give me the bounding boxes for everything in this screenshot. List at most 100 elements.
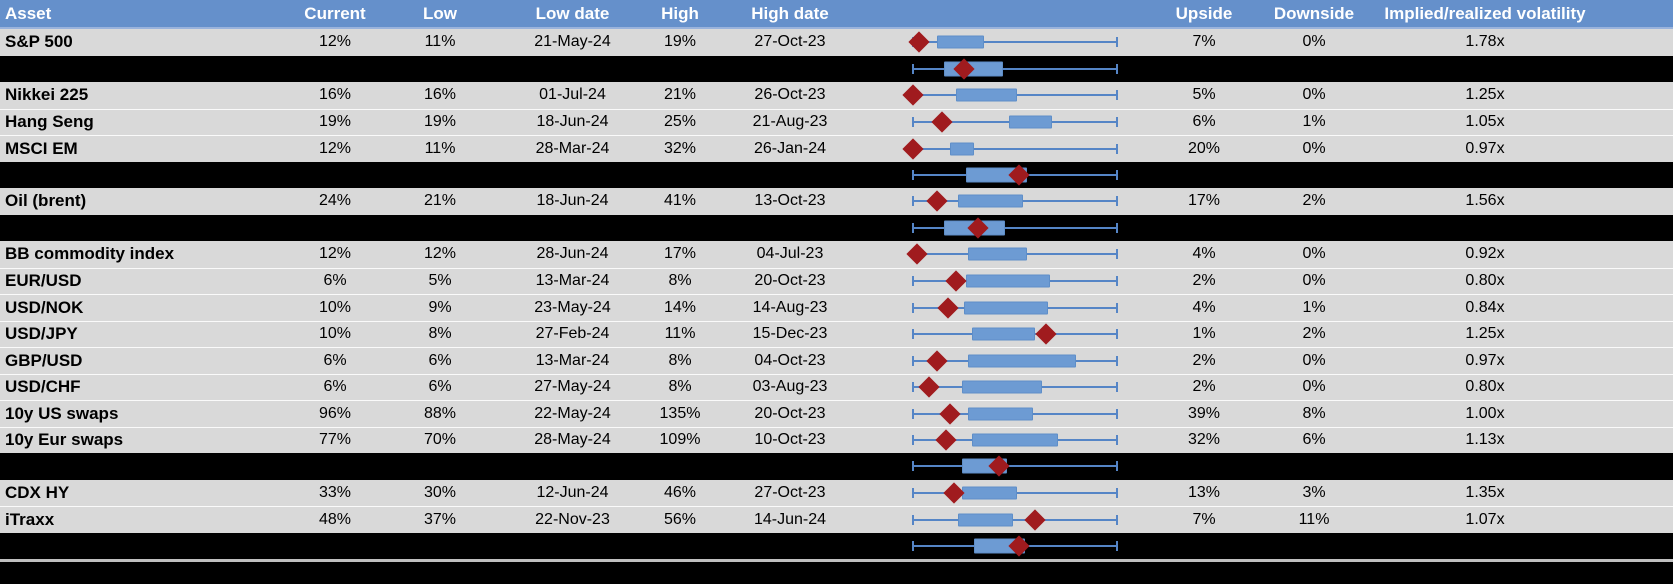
current-value-diamond: [930, 111, 953, 133]
current-value-diamond: [926, 190, 949, 212]
whisker-cap-left: [912, 196, 914, 207]
table-row: USD/CHF 6% 6% 27-May-24 8% 03-Aug-23 2% 0% 0.80x: [0, 373, 1673, 401]
cell-low-date: 27-Feb-24: [535, 325, 610, 343]
cell-downside: 1%: [1302, 113, 1326, 131]
footer-black-band: [0, 562, 1673, 584]
cell-asset: USD/NOK: [5, 297, 84, 317]
cell-low-date: 01-Jul-24: [539, 86, 606, 104]
cell-current: 12%: [318, 139, 352, 157]
column-header-high-date: High date: [751, 3, 829, 23]
cell-low: 88%: [423, 404, 457, 422]
current-value-diamond: [902, 84, 924, 106]
interquartile-box: [966, 274, 1050, 288]
interquartile-box: [968, 354, 1077, 368]
cell-upside: 17%: [1187, 192, 1221, 210]
cell-upside: 2%: [1192, 351, 1216, 369]
column-header-downside: Downside: [1273, 3, 1355, 23]
whisker-cap-left: [912, 329, 914, 340]
cell-low-date: 18-Jun-24: [536, 113, 609, 131]
cell-high: 46%: [663, 483, 697, 501]
range-box-plot: [870, 241, 1160, 268]
current-value-diamond: [943, 482, 965, 504]
cell-high-date: 20-Oct-23: [754, 404, 826, 422]
range-box-plot: [870, 82, 1160, 109]
cell-vol: 0.80x: [1465, 272, 1505, 290]
cell-low-date: 13-Mar-24: [535, 272, 610, 290]
whisker-cap-right: [1116, 63, 1118, 74]
cell-downside: 0%: [1302, 272, 1326, 290]
current-value-diamond: [906, 243, 928, 265]
range-box-plot: [870, 136, 1160, 162]
column-header-range-plot: [870, 0, 1160, 27]
cell-vol: 0.97x: [1465, 139, 1505, 157]
cell-high: 8%: [668, 351, 692, 369]
cell-downside: 3%: [1302, 483, 1326, 501]
cell-upside: 13%: [1187, 483, 1221, 501]
current-value-diamond: [939, 403, 961, 425]
range-box-plot: [870, 110, 1160, 136]
cell-vol: 1.00x: [1465, 404, 1505, 422]
column-header-low-date: Low date: [535, 3, 610, 23]
column-header-upside: Upside: [1175, 3, 1233, 23]
cell-low-date: 23-May-24: [534, 298, 611, 316]
cell-asset: Oil (brent): [5, 191, 87, 211]
table-row: USD/JPY 10% 8% 27-Feb-24 11% 15-Dec-23 1% 2% 1.2…: [0, 320, 1673, 347]
cell-upside: 2%: [1192, 272, 1216, 290]
cell-low: 6%: [428, 351, 452, 369]
whisker-cap-right: [1116, 329, 1118, 340]
whisker-cap-right: [1116, 461, 1118, 472]
cell-upside: 7%: [1192, 33, 1216, 51]
cell-asset: iTraxx: [5, 509, 55, 529]
column-header-low: Low: [423, 3, 457, 23]
interquartile-box: [955, 88, 1018, 102]
cell-low: 6%: [428, 378, 452, 396]
cell-downside: 2%: [1302, 325, 1326, 343]
whisker-cap-right: [1116, 143, 1118, 154]
cell-vol: 0.84x: [1465, 298, 1505, 316]
range-box-plot: [870, 428, 1160, 454]
cell-high-date: 14-Aug-23: [752, 298, 828, 316]
cell-high-date: 27-Oct-23: [754, 33, 826, 51]
table-row: EUR/USD 6% 5% 13-Mar-24 8% 20-Oct-23 2% 0% 0.80x: [0, 267, 1673, 295]
whisker-cap-right: [1116, 540, 1118, 551]
cell-low-date: 18-Jun-24: [536, 192, 609, 210]
summary-row: [0, 161, 1673, 189]
column-header-current: Current: [304, 3, 366, 23]
interquartile-box: [961, 486, 1018, 500]
cell-upside: 2%: [1192, 378, 1216, 396]
table-row: MSCI EM 12% 11% 28-Mar-24 32% 26-Jan-24 20% 0% 0…: [0, 135, 1673, 162]
cell-upside: 6%: [1192, 113, 1216, 131]
table-row: iTraxx 48% 37% 22-Nov-23 56% 14-Jun-24 7% 11% 1.…: [0, 506, 1673, 533]
whisker-cap-left: [912, 276, 914, 287]
cell-high-date: 10-Oct-23: [754, 431, 826, 449]
cell-low-date: 22-May-24: [534, 404, 611, 422]
table-row: BB commodity index 12% 12% 28-Jun-24 17% 04-J…: [0, 241, 1673, 268]
cell-low: 70%: [423, 431, 457, 449]
whisker-cap-right: [1116, 408, 1118, 419]
cell-high-date: 04-Oct-23: [754, 351, 826, 369]
cell-high: 14%: [663, 298, 697, 316]
whisker-cap-right: [1116, 90, 1118, 101]
table-row: Hang Seng 19% 19% 18-Jun-24 25% 21-Aug-23 6% 1%…: [0, 108, 1673, 136]
range-box-plot: [870, 480, 1160, 507]
range-box-plot: [870, 401, 1160, 427]
cell-low-date: 28-Mar-24: [535, 139, 610, 157]
cell-high: 56%: [663, 510, 697, 528]
table-row: Nikkei 225 16% 16% 01-Jul-24 21% 26-Oct-23 5% 0…: [0, 82, 1673, 109]
range-box-plot: [870, 269, 1160, 295]
whisker-cap-left: [912, 487, 914, 498]
cell-current: 6%: [323, 351, 347, 369]
interquartile-box: [972, 327, 1036, 341]
range-box-plot: [870, 162, 1160, 189]
cell-downside: 0%: [1302, 351, 1326, 369]
cell-high: 8%: [668, 272, 692, 290]
current-value-diamond: [926, 350, 949, 372]
cell-downside: 11%: [1298, 510, 1330, 528]
table-row: CDX HY 33% 30% 12-Jun-24 46% 27-Oct-23 13% 3% 1.…: [0, 479, 1673, 507]
range-box-plot: [870, 375, 1160, 401]
header-row: Asset Current Low Low date High High dat…: [0, 0, 1673, 29]
current-value-diamond: [1024, 509, 1046, 531]
summary-row: [0, 214, 1673, 241]
table-body: S&P 500 12% 11% 21-May-24 19% 27-Oct-23 7% 0% 1.…: [0, 29, 1673, 559]
whisker-cap-right: [1116, 302, 1118, 313]
